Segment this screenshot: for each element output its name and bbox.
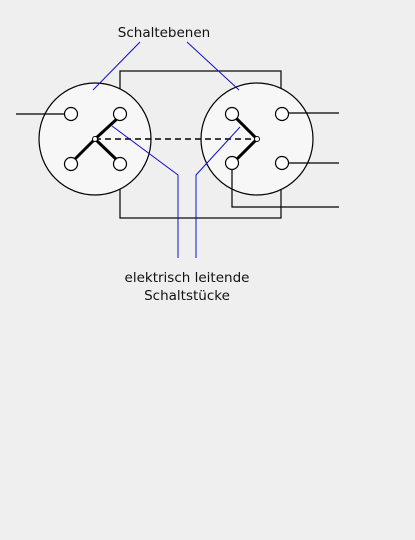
- label-leitende-line1: elektrisch leitende: [125, 270, 250, 286]
- left-terminal-bottom-right: [112, 156, 128, 172]
- left-terminal-top-left: [63, 106, 79, 122]
- left-pivot: [92, 136, 98, 142]
- right-terminal-bottom-left: [224, 155, 240, 171]
- pointer-bottom-to-right-contact: [195, 126, 241, 258]
- right-terminal-top-right: [274, 106, 290, 122]
- right-terminal-bottom-right: [274, 155, 290, 171]
- pointer-bottom-to-left-contact: [111, 125, 179, 258]
- right-terminal-top-left: [224, 106, 240, 122]
- pointer-top-to-left-disc: [92, 41, 141, 91]
- left-terminal-top-right: [112, 106, 128, 122]
- right-pivot: [254, 136, 260, 142]
- right-output-wire-bottom: [231, 170, 339, 208]
- pointer-top-to-right-disc: [186, 41, 240, 91]
- label-schaltebenen: Schaltebenen: [118, 25, 210, 41]
- label-leitende-line2: Schaltstücke: [144, 288, 230, 304]
- left-terminal-bottom-left: [63, 156, 79, 172]
- left-conductive-contact-arm: [70, 137, 97, 164]
